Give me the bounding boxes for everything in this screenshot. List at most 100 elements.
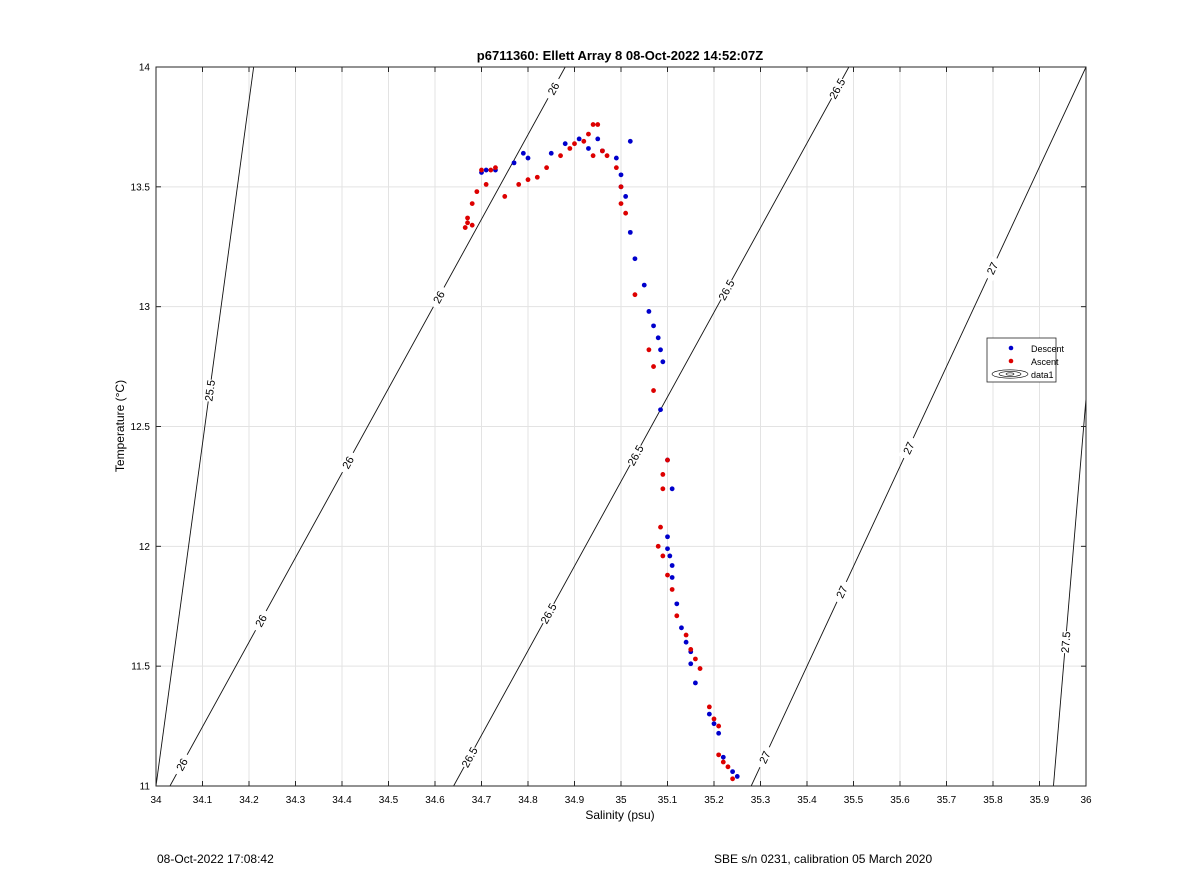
- contour-label: 26.5: [460, 745, 481, 770]
- ascent-point: [572, 141, 577, 147]
- legend-box: [986, 337, 1057, 383]
- contour-25-5: 25.5: [156, 67, 255, 786]
- descent-point: [520, 150, 526, 156]
- ascent-point: [618, 201, 624, 207]
- x-tick-label: 34.8: [518, 795, 538, 806]
- ascent-point: [693, 656, 698, 662]
- x-tick-label: 34.1: [193, 795, 213, 806]
- contour-label: 27: [757, 750, 773, 766]
- y-tick-label: 13: [139, 302, 151, 313]
- legend-label-data1: data1: [1031, 370, 1054, 380]
- contour-label: 26.5: [626, 443, 647, 468]
- descent-point: [646, 309, 652, 314]
- ascent-point: [502, 194, 508, 199]
- contour-label: 26.5: [827, 77, 848, 102]
- ascent-point: [623, 210, 629, 216]
- descent-point: [665, 534, 670, 540]
- descent-point: [669, 486, 675, 492]
- ascent-point: [716, 723, 722, 729]
- contour-label: 27: [834, 584, 850, 600]
- descent-point: [511, 160, 517, 166]
- ascent-point: [525, 177, 531, 183]
- ascent-point: [488, 167, 494, 173]
- ascent-point: [462, 225, 468, 230]
- descent-point: [655, 335, 661, 341]
- x-tick-label: 35.8: [983, 795, 1003, 806]
- ascent-point: [658, 524, 663, 530]
- data-points: [462, 122, 740, 782]
- y-axis-label: Temperature (°C): [113, 380, 127, 472]
- descent-point: [716, 730, 722, 736]
- ascent-point: [613, 165, 619, 171]
- descent-point: [595, 136, 601, 142]
- x-tick-label: 34.4: [332, 795, 352, 806]
- x-tick-label: 34.2: [239, 795, 259, 806]
- contour-label: 26.5: [717, 278, 738, 303]
- x-axis-label: Salinity (psu): [585, 808, 654, 822]
- ascent-point: [720, 759, 726, 765]
- contour-line: [169, 67, 566, 786]
- ascent-point: [655, 543, 661, 549]
- contour-label: 27: [985, 261, 1001, 277]
- contour-label: 26: [546, 81, 562, 98]
- descent-point: [641, 282, 647, 288]
- contour-label-bg: [202, 378, 218, 403]
- ascent-point: [725, 764, 731, 770]
- ascent-point: [590, 153, 596, 159]
- descent-point: [658, 347, 663, 353]
- footer-timestamp: 08-Oct-2022 17:08:42: [157, 852, 274, 866]
- contour-line: [453, 67, 850, 786]
- contour-27: 27 27 27 27: [750, 67, 1086, 786]
- legend-marker-descent: [1008, 345, 1014, 351]
- descent-point: [688, 661, 694, 667]
- descent-point: [720, 754, 726, 760]
- descent-point: [711, 721, 717, 727]
- y-tick-label: 11: [140, 782, 151, 793]
- descent-point: [665, 546, 670, 552]
- footer-calibration: SBE s/n 0231, calibration 05 March 2020: [714, 852, 933, 866]
- contour-label: 26: [254, 613, 270, 630]
- x-tick-label: 34.7: [472, 795, 492, 806]
- descent-point: [627, 138, 633, 144]
- ascent-point: [469, 222, 475, 228]
- legend: Descent Ascent data1: [986, 337, 1065, 383]
- x-tick-label: 34.6: [425, 795, 445, 806]
- legend-marker-contour-icon: [991, 369, 1029, 379]
- x-tick-label: 35.7: [937, 795, 957, 806]
- descent-point: [627, 229, 633, 235]
- contour-label-bg: [537, 600, 560, 626]
- ascent-point: [581, 138, 587, 144]
- contour-label-bg: [982, 255, 1003, 281]
- contour-label: 26: [340, 455, 356, 472]
- contour-label-bg: [250, 608, 272, 634]
- contour-label: 26: [431, 289, 447, 306]
- ascent-point: [595, 122, 601, 127]
- ascent-point: [534, 174, 540, 180]
- x-tick-label: 34.9: [565, 795, 585, 806]
- contour-label-bg: [826, 76, 848, 102]
- ascent-point: [590, 122, 596, 127]
- series-descent: [479, 136, 740, 779]
- x-tick-label: 35.1: [658, 795, 678, 806]
- descent-point: [483, 167, 489, 173]
- x-tick-label: 35.4: [797, 795, 817, 806]
- ascent-point: [651, 388, 656, 393]
- density-contours: 25.5262626262626.526.526.526.526.5272727…: [156, 67, 1086, 786]
- ascent-point: [600, 148, 605, 154]
- ascent-point: [688, 646, 694, 652]
- ascent-point: [730, 776, 735, 782]
- ascent-point: [483, 182, 489, 187]
- ascent-point: [469, 201, 475, 207]
- contour-label: 25.5: [203, 379, 218, 402]
- ascent-point: [669, 587, 675, 592]
- descent-point: [734, 774, 740, 779]
- descent-point: [658, 407, 663, 413]
- contour-label-bg: [624, 442, 646, 468]
- contour-label-bg: [458, 744, 480, 770]
- descent-point: [679, 625, 684, 631]
- descent-point: [706, 711, 712, 717]
- chart-title: p6711360: Ellett Array 8 08-Oct-2022 14:…: [477, 48, 763, 63]
- contour-label-bg: [171, 751, 193, 777]
- descent-point: [586, 146, 591, 151]
- descent-point: [660, 359, 666, 365]
